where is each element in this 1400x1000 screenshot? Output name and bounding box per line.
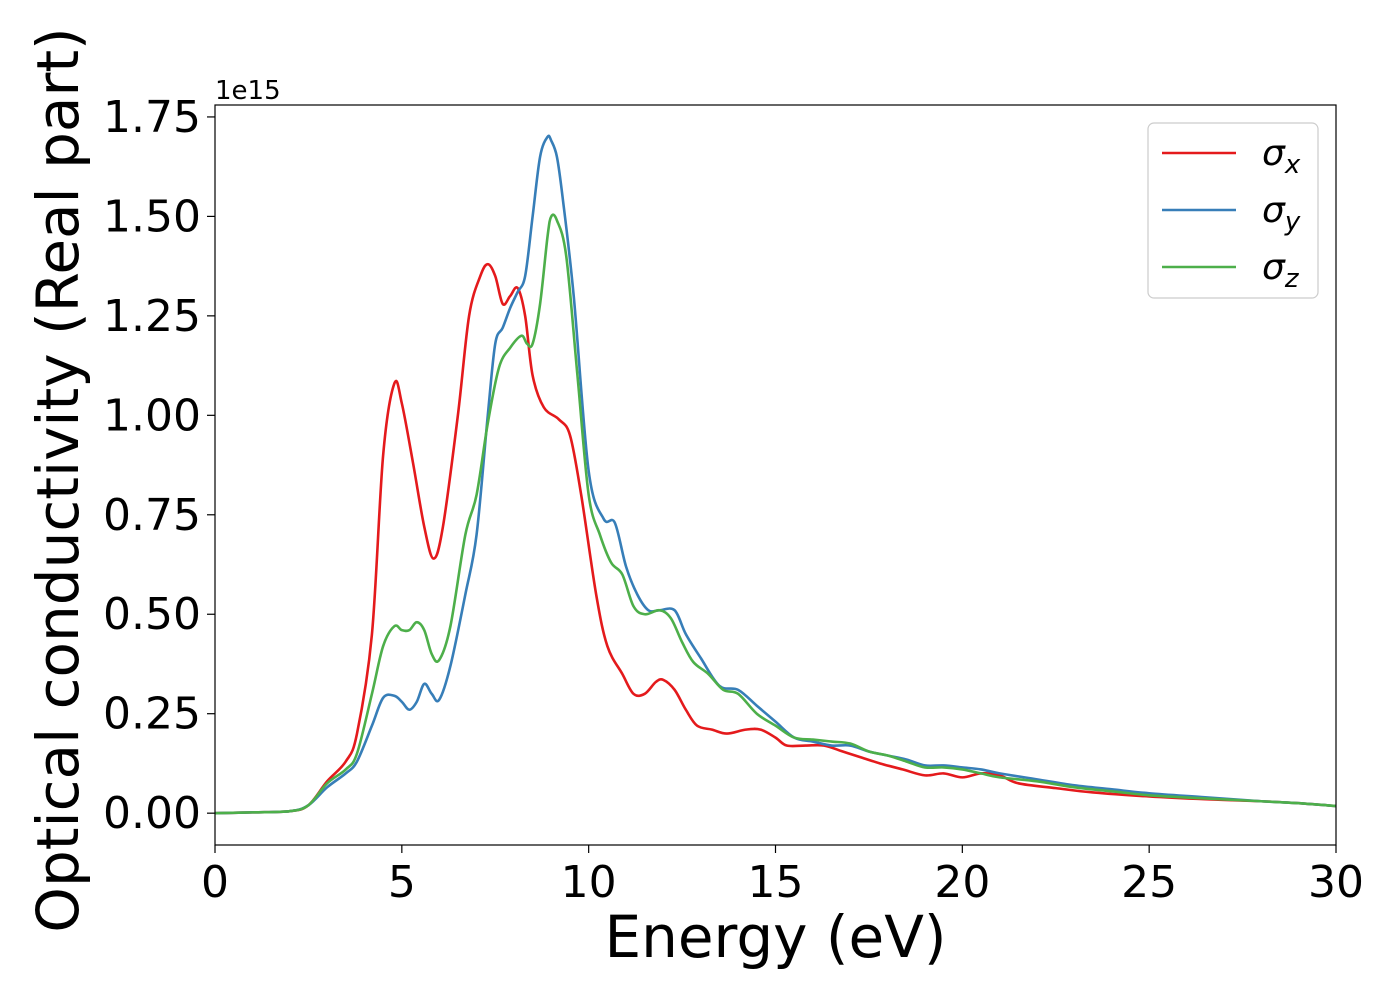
x-tick-label: 15 xyxy=(748,857,804,908)
x-tick-label: 20 xyxy=(934,857,990,908)
x-tick-label: 25 xyxy=(1121,857,1177,908)
y-tick-label: 0.50 xyxy=(103,589,201,640)
plot-lines-group xyxy=(215,134,1336,815)
x-tick-label: 5 xyxy=(388,857,416,908)
y-tick-label: 1.50 xyxy=(103,191,201,242)
y-axis: 0.00 0.25 0.50 0.75 1.00 1.25 1.50 1.75 xyxy=(103,92,215,839)
series-line-z xyxy=(215,213,1336,815)
y-tick-label: 0.00 xyxy=(103,788,201,839)
y-tick-label: 0.75 xyxy=(103,490,201,541)
y-tick-label: 1.25 xyxy=(103,291,201,342)
legend: σx σy σz xyxy=(1147,122,1319,299)
y-axis-label: Optical conductivity (Real part) xyxy=(24,27,92,932)
y-tick-label: 1.75 xyxy=(103,92,201,143)
series-line-y xyxy=(215,134,1336,815)
series-line-x xyxy=(215,262,1336,815)
legend-label-y: σy xyxy=(1262,190,1301,237)
x-tick-label: 10 xyxy=(561,857,617,908)
x-axis-label: Energy (eV) xyxy=(604,903,946,971)
x-tick-label: 0 xyxy=(201,857,229,908)
x-axis: 0 5 10 15 20 25 30 xyxy=(201,845,1364,908)
y-tick-label: 1.00 xyxy=(103,390,201,441)
y-tick-label: 0.25 xyxy=(103,689,201,740)
y-scale-offset-label: 1e15 xyxy=(215,76,281,106)
legend-label-z: σz xyxy=(1262,247,1300,294)
legend-label-x: σx xyxy=(1262,133,1301,180)
x-tick-label: 30 xyxy=(1308,857,1364,908)
